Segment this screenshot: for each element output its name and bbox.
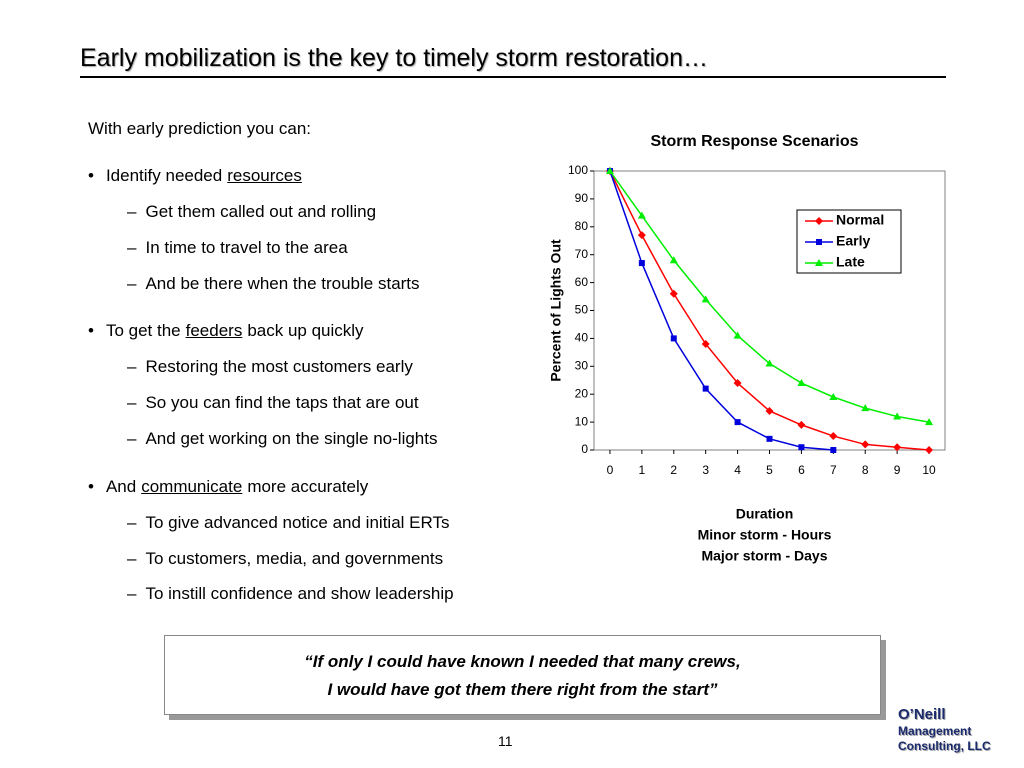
page-number: 11: [498, 733, 513, 749]
sub-bullet: And be there when the trouble starts: [127, 274, 419, 294]
x-axis-label: Minor storm - Hours: [698, 527, 832, 543]
bullet-text: And: [105, 477, 137, 496]
y-tick-label: 100: [568, 163, 588, 177]
x-tick-label: 2: [670, 463, 677, 477]
sub-bullet: In time to travel to the area: [127, 238, 347, 258]
quote-box: “If only I could have known I needed tha…: [164, 635, 881, 715]
data-point: [669, 289, 678, 298]
series-line: [609, 170, 930, 423]
sub-bullet: To customers, media, and governments: [127, 549, 443, 569]
sub-bullet: To give advanced notice and initial ERTs: [127, 513, 449, 533]
data-point: [701, 295, 710, 303]
x-tick-label: 3: [702, 463, 709, 477]
underlined-word: resources: [227, 166, 302, 185]
data-point: [797, 420, 806, 429]
sub-bullet: Restoring the most customers early: [127, 357, 412, 377]
data-point: [702, 385, 709, 392]
quote-line: I would have got them there right from t…: [327, 680, 718, 699]
x-tick-label: 4: [734, 463, 741, 477]
legend-marker: [815, 259, 823, 266]
data-point: [766, 435, 773, 442]
sub-bullet: Get them called out and rolling: [127, 202, 376, 222]
y-tick-label: 20: [575, 386, 589, 400]
bullet-text: To get the: [105, 321, 181, 340]
data-point: [765, 359, 774, 367]
title-rule: [80, 76, 946, 78]
y-tick-label: 40: [575, 331, 589, 345]
data-point: [701, 339, 710, 348]
chart-title: Storm Response Scenarios: [650, 133, 858, 150]
bullet-text: Identify needed: [105, 166, 223, 185]
data-point: [829, 392, 838, 400]
data-point: [605, 167, 614, 174]
sub-bullet: To instill confidence and show leadershi…: [127, 584, 453, 604]
x-axis-label: Major storm - Days: [701, 548, 827, 564]
data-point: [638, 260, 645, 267]
y-tick-label: 30: [575, 358, 589, 372]
data-point: [925, 418, 934, 426]
y-tick-label: 10: [575, 414, 589, 428]
x-tick-label: 0: [607, 463, 614, 477]
x-tick-label: 9: [894, 463, 901, 477]
data-point: [670, 335, 677, 342]
logo-line: Consulting, LLC: [898, 739, 991, 753]
series-line: [609, 170, 834, 451]
data-point: [637, 211, 646, 219]
data-point: [861, 404, 870, 412]
intro: With early prediction you can:: [88, 119, 311, 138]
data-point: [797, 379, 806, 387]
data-point: [798, 444, 805, 451]
legend-label: Normal: [836, 212, 884, 228]
legend-label: Late: [836, 254, 865, 270]
data-point: [733, 331, 742, 339]
data-point: [734, 419, 741, 426]
data-point: [893, 443, 902, 452]
y-tick-label: 90: [575, 191, 589, 205]
y-tick-label: 80: [575, 219, 589, 233]
quote-line: “If only I could have known I needed tha…: [304, 652, 741, 671]
legend-marker: [816, 239, 822, 245]
data-point: [861, 440, 870, 449]
data-point: [765, 406, 774, 415]
data-point: [893, 412, 902, 420]
data-point: [925, 446, 934, 454]
x-tick-label: 6: [798, 463, 805, 477]
x-axis-label: Duration: [736, 506, 794, 522]
legend-label: Early: [836, 233, 870, 249]
x-tick-label: 1: [639, 463, 646, 477]
sub-bullet: And get working on the single no-lights: [127, 429, 437, 449]
x-tick-label: 8: [862, 463, 869, 477]
logo-line: Management: [898, 724, 972, 738]
x-tick-label: 10: [922, 463, 936, 477]
sub-bullet: So you can find the taps that are out: [127, 393, 418, 413]
x-tick-label: 7: [830, 463, 837, 477]
data-point: [733, 379, 742, 388]
bullet-text: more accurately: [247, 477, 369, 496]
data-point: [830, 447, 837, 453]
y-tick-label: 50: [575, 303, 589, 317]
underlined-word: feeders: [185, 321, 243, 340]
y-tick-label: 70: [575, 247, 589, 261]
data-point: [669, 256, 678, 264]
y-tick-label: 0: [581, 442, 588, 456]
x-tick-label: 5: [766, 463, 773, 477]
y-axis-label: Percent of Lights Out: [548, 239, 564, 382]
y-tick-label: 60: [575, 275, 589, 289]
bullet-text: back up quickly: [247, 321, 364, 340]
slide-title: Early mobilization is the key to timely …: [80, 44, 708, 72]
underlined-word: communicate: [141, 477, 243, 496]
legend-marker: [815, 217, 823, 225]
data-point: [829, 432, 838, 441]
logo-line: O’Neill: [898, 706, 946, 723]
data-point: [637, 231, 646, 240]
